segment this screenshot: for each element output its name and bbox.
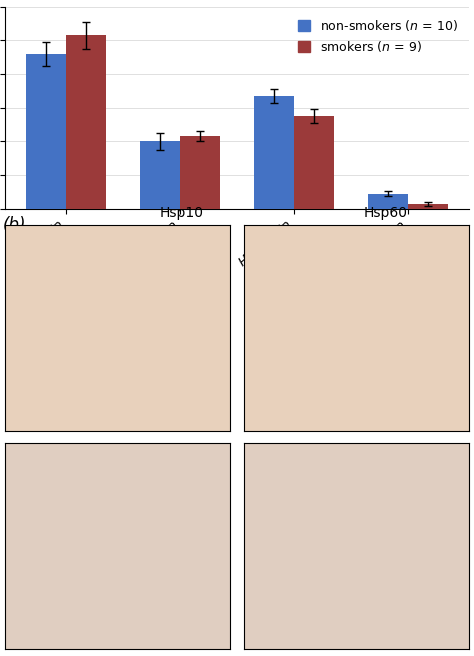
Bar <box>180 136 220 209</box>
Bar <box>254 96 294 209</box>
Text: Hsp10: Hsp10 <box>159 207 203 220</box>
Legend: non-smokers ($n$ = 10), smokers ($n$ = 9): non-smokers ($n$ = 10), smokers ($n$ = 9… <box>292 13 463 59</box>
Bar <box>368 194 408 209</box>
Bar <box>140 142 180 209</box>
Text: non-smokers: non-smokers <box>8 282 20 362</box>
Text: (b): (b) <box>2 216 26 234</box>
Text: Hsp60: Hsp60 <box>364 207 408 220</box>
Bar <box>26 54 66 209</box>
Bar <box>66 35 106 209</box>
Bar <box>294 116 334 209</box>
Bar <box>408 204 448 209</box>
Text: smokers: smokers <box>8 508 20 561</box>
